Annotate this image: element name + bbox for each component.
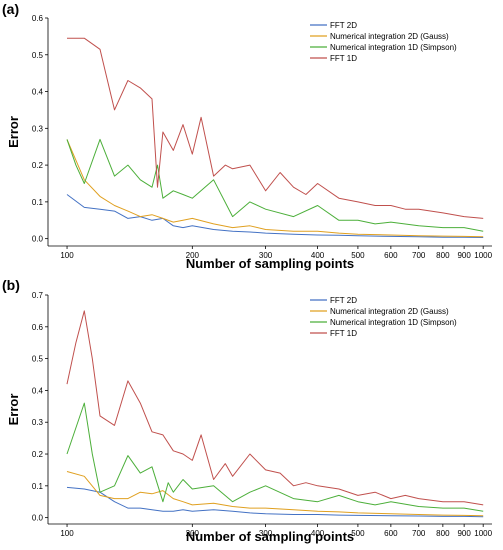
y-tick-label: 0.2 [32,450,44,459]
x-tick-label: 800 [436,251,450,260]
series-line-2 [66,138,484,232]
series-line-1 [66,139,484,238]
legend-entry-label: FFT 1D [330,329,357,338]
x-tick-label: 400 [311,251,325,260]
y-tick-label: 0.3 [32,124,44,133]
series-line-0 [66,486,484,518]
legend-entry-label: FFT 2D [330,296,357,305]
x-tick-label: 900 [457,529,471,538]
y-tick-label: 0.6 [32,323,44,332]
y-tick-label: 0.1 [32,482,44,491]
y-tick-label: 0.1 [32,198,44,207]
y-tick-label: 0.2 [32,161,44,170]
y-tick-label: 0.3 [32,418,44,427]
y-tick-label: 0.7 [32,291,44,300]
x-tick-label: 1000 [474,529,492,538]
y-tick-label: 0.4 [32,88,44,97]
legend-entry-label: Numerical integration 1D (Simpson) [330,43,457,52]
panel-label: (a) [2,1,19,17]
x-tick-label: 500 [351,251,365,260]
y-tick-label: 0.5 [32,355,44,364]
x-axis-title: Number of sampling points [186,529,354,544]
x-tick-label: 100 [60,251,74,260]
series-line-1 [66,471,484,517]
x-tick-label: 100 [60,529,74,538]
chart-panel-0: (a) 0.0 0.1 0.2 0.3 0.4 0.5 0.6 100 200 300 400 500 6… [2,1,493,271]
x-tick-label: 700 [412,529,426,538]
series-line-2 [66,402,484,512]
series-line-3 [67,37,484,219]
y-tick-label: 0.0 [32,514,44,523]
x-tick-label: 200 [186,251,200,260]
x-tick-label: 600 [384,251,398,260]
y-tick-label: 0.4 [32,386,44,395]
series-line-0 [66,194,484,238]
legend-entry-label: FFT 1D [330,54,357,63]
y-axis-title: Error [6,116,21,148]
x-tick-label: 800 [436,529,450,538]
y-tick-label: 0.0 [32,235,44,244]
legend-entry-label: Numerical integration 1D (Simpson) [330,318,457,327]
legend-entry-label: FFT 2D [330,21,357,30]
series-line-3 [66,310,484,506]
x-tick-label: 700 [412,251,426,260]
x-tick-label: 1000 [474,251,492,260]
chart-panel-1: (b) 0.0 0.1 0.2 0.3 0.4 0.5 0.6 0.7 100 200 300 400 5… [2,277,493,544]
x-tick-label: 600 [384,529,398,538]
x-tick-label: 500 [351,529,365,538]
y-axis-title: Error [6,394,21,426]
y-tick-label: 0.5 [32,51,44,60]
y-tick-label: 0.6 [32,14,44,23]
x-axis-title: Number of sampling points [186,256,354,271]
x-tick-label: 900 [457,251,471,260]
x-tick-label: 300 [259,251,273,260]
legend-entry-label: Numerical integration 2D (Gauss) [330,32,449,41]
x-tick-label: 200 [186,529,200,538]
x-tick-label: 300 [259,529,273,538]
legend-entry-label: Numerical integration 2D (Gauss) [330,307,449,316]
x-tick-label: 400 [311,529,325,538]
panel-label: (b) [2,277,20,293]
